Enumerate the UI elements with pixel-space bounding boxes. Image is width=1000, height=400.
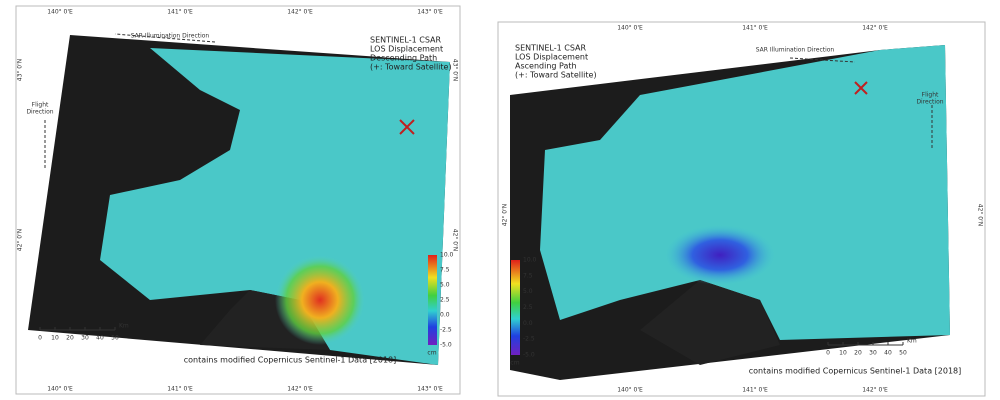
lon-label: 141° 0'E bbox=[742, 387, 768, 394]
colorbar-tick: 2.5 bbox=[440, 297, 450, 304]
lat-label: 42° 0'N bbox=[17, 229, 24, 252]
colorbar-tick: 5.0 bbox=[440, 282, 450, 289]
lon-label: 141° 0'E bbox=[742, 25, 768, 32]
colorbar-tick: 0.0 bbox=[523, 320, 533, 327]
title-line: Ascending Path bbox=[515, 62, 577, 71]
colorbar-tick: 7.5 bbox=[440, 267, 450, 274]
colorbar bbox=[428, 255, 437, 345]
lon-label: 140° 0'E bbox=[617, 25, 643, 32]
sar-arrow bbox=[114, 33, 216, 43]
title-line: (+: Toward Satellite) bbox=[515, 71, 597, 80]
colorbar-tick: -5.0 bbox=[523, 352, 535, 359]
colorbar-unit: cm bbox=[427, 350, 436, 357]
credit: contains modified Copernicus Sentinel-1 … bbox=[184, 356, 397, 365]
scalebar-label: 50 bbox=[899, 350, 907, 357]
scalebar-label: 0 bbox=[826, 350, 830, 357]
colorbar-tick: 10.0 bbox=[440, 252, 454, 259]
lon-label: 142° 0'E bbox=[862, 25, 888, 32]
lon-label: 140° 0'E bbox=[47, 9, 73, 16]
title-line: SENTINEL-1 CSAR bbox=[370, 36, 442, 45]
sar-direction: SAR Illumination Direction bbox=[756, 47, 835, 54]
scalebar-label: 10 bbox=[839, 350, 847, 357]
flight-direction: Flight bbox=[32, 102, 49, 109]
lat-label: 43° 0'N bbox=[452, 59, 459, 82]
scalebar-label: 20 bbox=[66, 335, 74, 342]
title-line: LOS Displacement bbox=[515, 53, 588, 62]
lat-label: 42° 0'N bbox=[977, 204, 984, 227]
scalebar-label: 20 bbox=[854, 350, 862, 357]
lat-label: 42° 0'N bbox=[502, 204, 509, 227]
lat-label: 42° 0'N bbox=[452, 229, 459, 252]
lon-label: 142° 0'E bbox=[287, 386, 313, 393]
credit: contains modified Copernicus Sentinel-1 … bbox=[749, 367, 962, 376]
sar-arrow bbox=[789, 57, 856, 63]
deformation bbox=[275, 255, 365, 345]
lat-label: 43° 0'N bbox=[17, 59, 24, 82]
sar-direction: SAR Illumination Direction bbox=[131, 33, 210, 40]
title-line: LOS Displacement bbox=[370, 45, 443, 54]
lon-label: 142° 0'E bbox=[287, 9, 313, 16]
scalebar-unit: Km bbox=[119, 323, 129, 330]
lon-label: 141° 0'E bbox=[167, 386, 193, 393]
colorbar-tick: 5.0 bbox=[523, 288, 533, 295]
colorbar-tick: -2.5 bbox=[523, 336, 535, 343]
colorbar-tick: 10.0 bbox=[523, 257, 537, 264]
flight-direction: Direction bbox=[916, 99, 943, 106]
land bbox=[540, 45, 950, 340]
lon-label: 142° 0'E bbox=[862, 387, 888, 394]
colorbar-unit: cm bbox=[510, 360, 519, 367]
title-line: (+: Toward Satellite) bbox=[370, 63, 452, 72]
lon-label: 141° 0'E bbox=[167, 9, 193, 16]
lon-label: 143° 0'E bbox=[417, 9, 443, 16]
lon-label: 143° 0'E bbox=[417, 386, 443, 393]
scalebar-label: 30 bbox=[81, 335, 89, 342]
scalebar-label: 10 bbox=[51, 335, 59, 342]
colorbar bbox=[511, 260, 520, 355]
panel-right bbox=[497, 21, 986, 397]
deformation bbox=[665, 225, 775, 285]
marker bbox=[854, 81, 868, 95]
lon-label: 140° 0'E bbox=[617, 387, 643, 394]
marker bbox=[399, 119, 415, 135]
colorbar-tick: 2.5 bbox=[523, 304, 533, 311]
scalebar-label: 40 bbox=[96, 335, 104, 342]
scalebar-label: 30 bbox=[869, 350, 877, 357]
scalebar-unit: Km bbox=[907, 338, 917, 345]
scalebar-label: 0 bbox=[38, 335, 42, 342]
colorbar-tick: -2.5 bbox=[440, 327, 452, 334]
lon-label: 140° 0'E bbox=[47, 386, 73, 393]
title-line: Descending Path bbox=[370, 54, 437, 63]
colorbar-tick: 0.0 bbox=[440, 312, 450, 319]
colorbar-tick: 7.5 bbox=[523, 272, 533, 279]
scalebar-label: 40 bbox=[884, 350, 892, 357]
flight-direction: Direction bbox=[26, 109, 53, 116]
title-line: SENTINEL-1 CSAR bbox=[515, 44, 587, 53]
flight-direction: Flight bbox=[922, 92, 939, 99]
bay bbox=[640, 280, 780, 365]
scalebar-label: 50 bbox=[111, 335, 119, 342]
panel-left bbox=[15, 5, 461, 395]
colorbar-tick: -5.0 bbox=[440, 342, 452, 349]
